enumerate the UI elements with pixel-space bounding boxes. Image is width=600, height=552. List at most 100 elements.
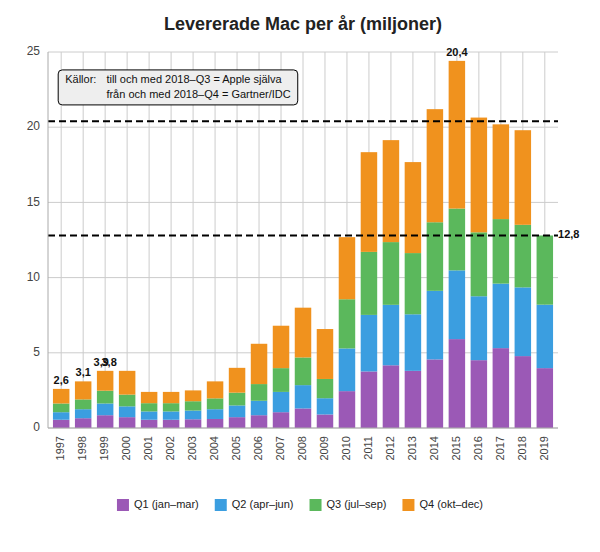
bar — [163, 420, 179, 428]
source-label: Källor: — [65, 73, 96, 85]
bar — [119, 395, 135, 407]
bar — [427, 359, 443, 428]
bar — [119, 371, 135, 395]
bar — [537, 235, 553, 304]
x-tick-label: 2010 — [340, 436, 352, 460]
x-tick-label: 2013 — [406, 436, 418, 460]
bar — [427, 222, 443, 291]
plot-area — [48, 61, 558, 428]
grid-line-x — [193, 52, 194, 428]
bar — [53, 389, 69, 404]
x-tick-label: 2005 — [230, 436, 242, 460]
legend-swatch — [215, 499, 227, 511]
y-tick-label: 5 — [33, 345, 40, 359]
grid-line-x — [149, 52, 150, 428]
bar — [53, 412, 69, 420]
bar — [295, 357, 311, 385]
x-tick-label: 2014 — [428, 436, 440, 460]
reference-line — [48, 120, 558, 122]
bar — [449, 61, 465, 209]
bar — [493, 124, 509, 219]
bar — [229, 405, 245, 417]
grid-line-y — [48, 428, 558, 429]
y-axis-line — [48, 52, 49, 428]
legend-label: Q1 (jan–mar) — [134, 498, 199, 510]
legend: Q1 (jan–mar)Q2 (apr–jun)Q3 (jul–sep)Q4 (… — [117, 498, 483, 511]
bar — [361, 152, 377, 252]
bar — [449, 270, 465, 339]
bar — [185, 390, 201, 401]
source-line: från och med 2018–Q4 = Gartner/IDC — [106, 88, 290, 100]
bar — [75, 418, 91, 428]
x-tick-label: 2016 — [472, 436, 484, 460]
x-tick-label: 1997 — [54, 436, 66, 460]
bar — [515, 225, 531, 288]
x-tick-label: 2006 — [252, 436, 264, 460]
legend-swatch — [402, 499, 414, 511]
bar — [515, 130, 531, 225]
bar — [207, 409, 223, 419]
grid-line-x — [61, 52, 62, 428]
bar — [141, 420, 157, 428]
bar — [251, 401, 267, 415]
legend-swatch — [310, 499, 322, 511]
bar — [251, 415, 267, 428]
bar — [273, 412, 289, 428]
bar — [537, 305, 553, 368]
bar — [141, 392, 157, 403]
bar — [361, 371, 377, 428]
x-tick-label: 2017 — [494, 436, 506, 460]
annotation: 2,6 — [54, 374, 69, 386]
x-axis-line — [48, 428, 558, 429]
bar — [163, 411, 179, 419]
legend-label: Q3 (jul–sep) — [327, 498, 387, 510]
bar — [163, 392, 179, 403]
bar — [493, 284, 509, 349]
bar — [383, 242, 399, 305]
bar — [97, 415, 113, 428]
bar — [141, 411, 157, 419]
x-tick-label: 2008 — [296, 436, 308, 460]
x-tick-label: 2018 — [516, 436, 528, 460]
bar — [229, 393, 245, 406]
bar — [53, 403, 69, 412]
y-tick-label: 15 — [27, 195, 41, 209]
bar — [405, 371, 421, 428]
bar — [75, 409, 91, 418]
bar — [339, 299, 355, 348]
source-line: till och med 2018–Q3 = Apple själva — [106, 73, 282, 85]
bar — [185, 411, 201, 420]
page: {"chart_data": { "type": "bar", "stacked… — [0, 0, 600, 552]
bar — [251, 384, 267, 401]
legend-label: Q2 (apr–jun) — [232, 498, 294, 510]
bar — [295, 308, 311, 358]
reference-line — [48, 234, 558, 236]
x-tick-label: 2015 — [450, 436, 462, 460]
bar — [295, 385, 311, 408]
grid — [48, 52, 558, 428]
bar — [207, 419, 223, 428]
bar — [317, 379, 333, 398]
bar — [119, 406, 135, 417]
bar — [273, 368, 289, 392]
x-tick-label: 1998 — [76, 436, 88, 460]
bar — [119, 417, 135, 428]
bar — [273, 326, 289, 368]
bar — [317, 329, 333, 379]
y-tick-label: 25 — [27, 44, 41, 58]
title: Levererade Mac per år (miljoner) — [164, 14, 442, 34]
bar — [339, 391, 355, 428]
bar — [383, 140, 399, 242]
bar — [97, 391, 113, 404]
chart: Levererade Mac per år (miljoner)05101520… — [0, 0, 600, 552]
bar — [317, 398, 333, 414]
x-tick-label: 1999 — [98, 436, 110, 460]
x-tick-label: 2007 — [274, 436, 286, 460]
bar — [185, 401, 201, 410]
bar — [515, 356, 531, 428]
bar — [361, 252, 377, 315]
bar — [449, 209, 465, 271]
bar — [383, 305, 399, 365]
bar — [405, 162, 421, 253]
grid-line-x — [215, 52, 216, 428]
